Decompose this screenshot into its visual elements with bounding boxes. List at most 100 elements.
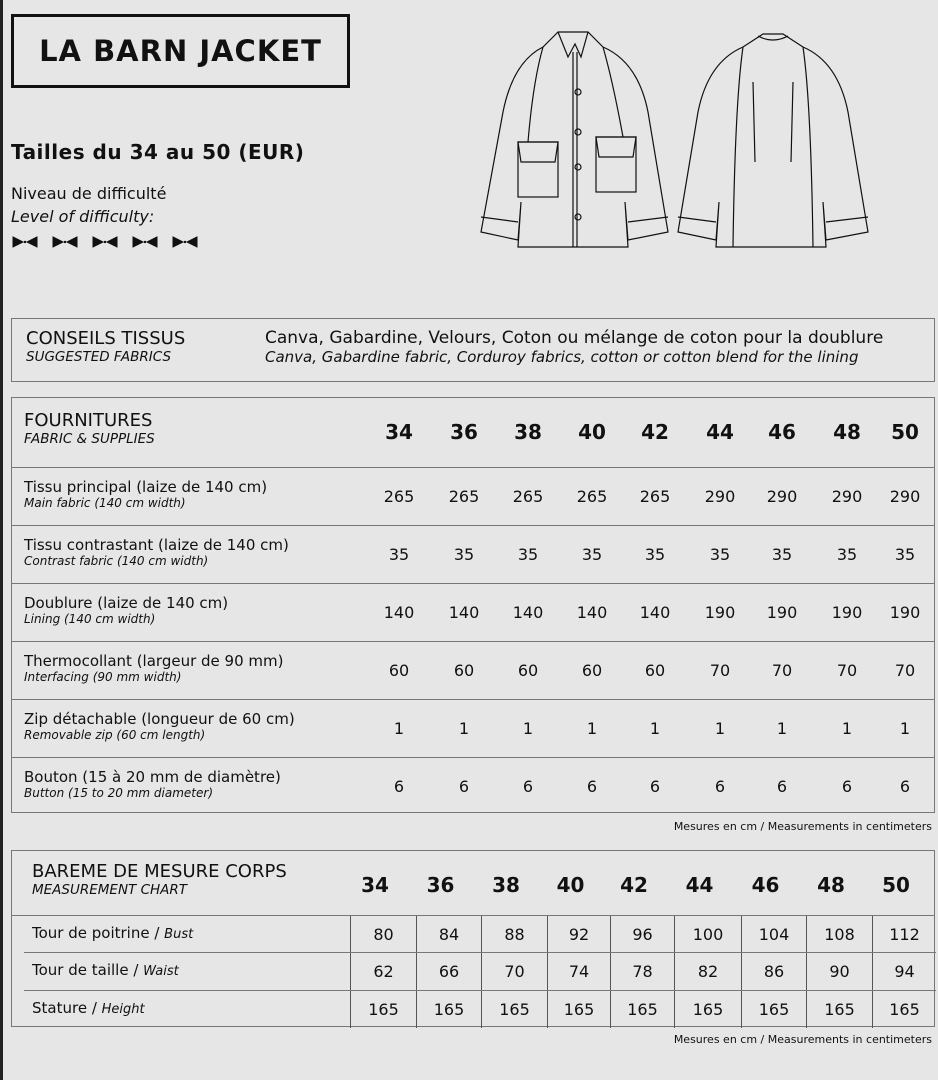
cell-value: 165 bbox=[481, 991, 547, 1028]
table-row: Doublure (laize de 140 cm) Lining (140 cm… bbox=[12, 584, 934, 642]
row-label-fr: Tour de poitrine / bbox=[32, 924, 165, 942]
row-label-fr: Thermocollant (largeur de 90 mm) bbox=[24, 652, 284, 670]
size-header: 38 bbox=[492, 873, 520, 897]
jacket-front-drawing bbox=[480, 31, 669, 248]
row-label: Zip détachable (longueur de 60 cm) Remova… bbox=[24, 710, 295, 742]
cell-value: 165 bbox=[674, 991, 741, 1028]
size-header: 36 bbox=[426, 873, 455, 897]
row-label-en: Button (15 to 20 mm diameter) bbox=[24, 786, 213, 800]
fabrics-title-en: SUGGESTED FABRICS bbox=[26, 349, 172, 365]
supplies-header-row: FOURNITURES FABRIC & SUPPLIES 34 36 38 40 42 44… bbox=[12, 398, 934, 468]
cell-value: 165 bbox=[741, 991, 806, 1028]
supplies-table: FOURNITURES FABRIC & SUPPLIES 34 36 38 40 42 44… bbox=[11, 397, 935, 813]
supplies-note: Mesures en cm / Measurements in centimet… bbox=[673, 820, 932, 833]
fabrics-value-en: Canva, Gabardine fabric, Corduroy fabric… bbox=[265, 348, 859, 366]
cell-value: 165 bbox=[416, 991, 481, 1028]
size-header: 50 bbox=[891, 420, 919, 444]
size-header: 50 bbox=[882, 873, 910, 897]
cell-value: 265 bbox=[639, 487, 671, 506]
pattern-title: LA BARN JACKET bbox=[11, 14, 350, 88]
cell-value: 190 bbox=[704, 603, 736, 622]
cell-value: 6 bbox=[714, 777, 726, 796]
measurement-header-label: BAREME DE MESURE CORPS MEASUREMENT CHART bbox=[32, 861, 287, 898]
cell-value: 140 bbox=[448, 603, 480, 622]
cell-value: 80 bbox=[350, 916, 416, 952]
suggested-fabrics-section: CONSEILS TISSUS SUGGESTED FABRICS Canva,… bbox=[11, 318, 935, 382]
table-row: Tour de poitrine / Bust 80 84 88 92 96 100 104 1… bbox=[24, 916, 936, 953]
cell-value: 88 bbox=[481, 916, 547, 952]
cell-value: 6 bbox=[776, 777, 788, 796]
cell-value: 265 bbox=[576, 487, 608, 506]
cell-value: 35 bbox=[771, 545, 793, 564]
table-row: Thermocollant (largeur de 90 mm) Interfac… bbox=[12, 642, 934, 700]
cell-value: 1 bbox=[899, 719, 911, 738]
cell-value: 62 bbox=[350, 953, 416, 990]
cell-value: 35 bbox=[709, 545, 731, 564]
cell-value: 82 bbox=[674, 953, 741, 990]
size-header: 42 bbox=[641, 420, 669, 444]
cell-value: 265 bbox=[448, 487, 480, 506]
cell-value: 290 bbox=[889, 487, 921, 506]
cell-value: 60 bbox=[517, 661, 539, 680]
row-label-fr: Tissu contrastant (laize de 140 cm) bbox=[24, 536, 289, 554]
row-label: Bouton (15 à 20 mm de diamètre) Button (1… bbox=[24, 768, 281, 800]
jacket-technical-drawing bbox=[480, 31, 869, 248]
cell-value: 35 bbox=[517, 545, 539, 564]
cell-value: 35 bbox=[836, 545, 858, 564]
row-label-en: Contrast fabric (140 cm width) bbox=[24, 554, 209, 568]
size-header: 48 bbox=[833, 420, 861, 444]
cell-value: 60 bbox=[453, 661, 475, 680]
row-label-en: Removable zip (60 cm length) bbox=[24, 728, 206, 742]
table-row: Zip détachable (longueur de 60 cm) Remova… bbox=[12, 700, 934, 758]
supplies-header-label: FOURNITURES FABRIC & SUPPLIES bbox=[24, 410, 155, 447]
cell-value: 190 bbox=[889, 603, 921, 622]
cell-value: 35 bbox=[581, 545, 603, 564]
bow-tie-icon bbox=[12, 236, 38, 248]
row-label: Thermocollant (largeur de 90 mm) Interfac… bbox=[24, 652, 283, 684]
cell-value: 112 bbox=[872, 916, 936, 952]
cell-value: 165 bbox=[610, 991, 674, 1028]
row-label-en: Waist bbox=[143, 964, 179, 979]
cell-value: 6 bbox=[649, 777, 661, 796]
cell-value: 78 bbox=[610, 953, 674, 990]
cell-value: 140 bbox=[639, 603, 671, 622]
row-label-en: Main fabric (140 cm width) bbox=[24, 496, 186, 510]
measurement-note: Mesures en cm / Measurements in centimet… bbox=[673, 1033, 932, 1046]
cell-value: 1 bbox=[649, 719, 661, 738]
cell-value: 66 bbox=[416, 953, 481, 990]
fabrics-title-fr: CONSEILS TISSUS bbox=[26, 328, 186, 349]
table-row: Bouton (15 à 20 mm de diamètre) Button (1… bbox=[12, 758, 934, 816]
cell-value: 6 bbox=[393, 777, 405, 796]
cell-value: 165 bbox=[806, 991, 872, 1028]
measurement-title-en: MEASUREMENT CHART bbox=[32, 882, 188, 898]
cell-value: 70 bbox=[709, 661, 731, 680]
fabrics-value-fr: Canva, Gabardine, Velours, Coton ou méla… bbox=[265, 328, 884, 348]
cell-value: 86 bbox=[741, 953, 806, 990]
size-header: 48 bbox=[817, 873, 845, 897]
cell-value: 35 bbox=[644, 545, 666, 564]
cell-value: 96 bbox=[610, 916, 674, 952]
cell-value: 190 bbox=[766, 603, 798, 622]
cell-value: 6 bbox=[841, 777, 853, 796]
row-label: Tissu principal (laize de 140 cm) Main fa… bbox=[24, 478, 267, 510]
cell-value: 84 bbox=[416, 916, 481, 952]
difficulty-rating bbox=[11, 236, 199, 248]
measurement-title-fr: BAREME DE MESURE CORPS bbox=[32, 861, 287, 882]
row-label-fr: Doublure (laize de 140 cm) bbox=[24, 594, 229, 612]
bow-tie-icon bbox=[172, 236, 198, 248]
row-label: Doublure (laize de 140 cm) Lining (140 cm… bbox=[24, 594, 228, 626]
row-label-en: Bust bbox=[164, 927, 194, 942]
row-label-en: Height bbox=[101, 1002, 145, 1017]
cell-value: 165 bbox=[350, 991, 416, 1028]
cell-value: 165 bbox=[872, 991, 936, 1028]
measurement-header-row: BAREME DE MESURE CORPS MEASUREMENT CHART 3… bbox=[12, 851, 934, 916]
table-row: Stature / Height 165 165 165 165 165 165 165 165… bbox=[24, 991, 936, 1028]
supplies-title-fr: FOURNITURES bbox=[24, 410, 153, 431]
cell-value: 140 bbox=[576, 603, 608, 622]
cell-value: 290 bbox=[831, 487, 863, 506]
row-label: Tour de taille / Waist bbox=[32, 961, 179, 979]
cell-value: 265 bbox=[383, 487, 415, 506]
cell-value: 290 bbox=[766, 487, 798, 506]
cell-value: 265 bbox=[512, 487, 544, 506]
cell-value: 35 bbox=[453, 545, 475, 564]
